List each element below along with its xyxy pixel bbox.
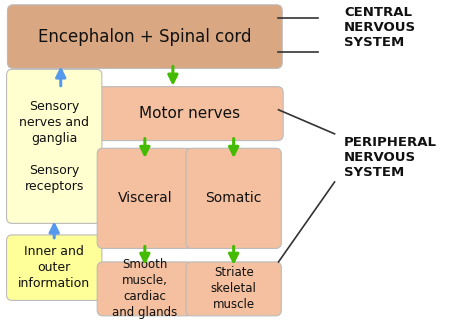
Text: CENTRAL
NERVOUS
SYSTEM: CENTRAL NERVOUS SYSTEM <box>344 6 416 50</box>
FancyBboxPatch shape <box>97 148 193 249</box>
Text: Visceral: Visceral <box>117 191 172 205</box>
Text: PERIPHERAL
NERVOUS
SYSTEM: PERIPHERAL NERVOUS SYSTEM <box>344 136 437 179</box>
FancyBboxPatch shape <box>7 69 102 223</box>
FancyBboxPatch shape <box>186 148 281 249</box>
FancyBboxPatch shape <box>7 235 102 300</box>
Text: Motor nerves: Motor nerves <box>139 106 240 121</box>
Text: Somatic: Somatic <box>206 191 262 205</box>
Text: Inner and
outer
information: Inner and outer information <box>18 245 90 290</box>
Text: Sensory
nerves and
ganglia

Sensory
receptors: Sensory nerves and ganglia Sensory recep… <box>19 100 89 193</box>
FancyBboxPatch shape <box>8 5 282 68</box>
FancyBboxPatch shape <box>186 262 281 316</box>
Text: Encephalon + Spinal cord: Encephalon + Spinal cord <box>38 28 252 46</box>
FancyBboxPatch shape <box>96 87 283 141</box>
FancyBboxPatch shape <box>97 262 193 316</box>
Text: Striate
skeletal
muscle: Striate skeletal muscle <box>211 266 256 311</box>
Text: Smooth
muscle,
cardiac
and glands: Smooth muscle, cardiac and glands <box>112 258 177 319</box>
